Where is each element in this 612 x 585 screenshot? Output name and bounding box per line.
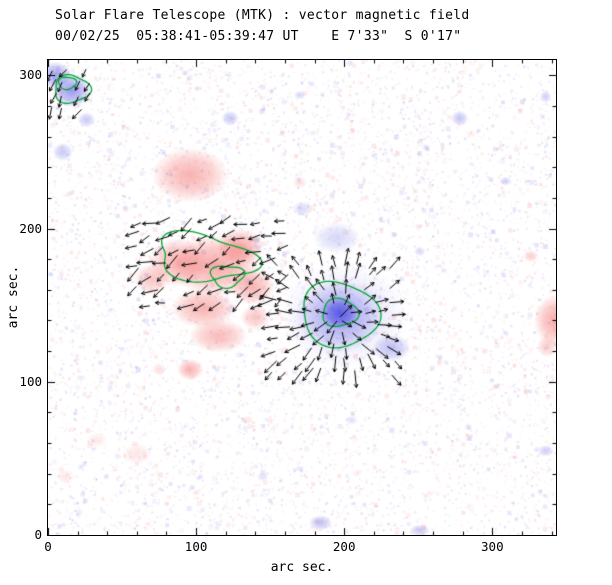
x-tick-label: 100 bbox=[184, 539, 208, 554]
y-axis-label: arc sec. bbox=[6, 265, 21, 329]
x-tick-label: 200 bbox=[332, 539, 356, 554]
y-tick-label: 300 bbox=[19, 67, 42, 83]
y-tick-label: 0 bbox=[34, 527, 42, 542]
plot-canvas bbox=[48, 60, 556, 535]
x-axis-label: arc sec. bbox=[270, 560, 334, 575]
plot-title: Solar Flare Telescope (MTK) : vector mag… bbox=[55, 8, 470, 23]
y-tick-label: 100 bbox=[19, 373, 42, 389]
y-tick-label: 200 bbox=[19, 220, 42, 236]
plot-subtitle: 00/02/25 05:38:41-05:39:47 UT E 7'33" S … bbox=[55, 29, 462, 44]
plot-area bbox=[47, 59, 557, 536]
x-tick-label: 300 bbox=[481, 539, 504, 554]
x-tick-label: 0 bbox=[44, 539, 52, 554]
